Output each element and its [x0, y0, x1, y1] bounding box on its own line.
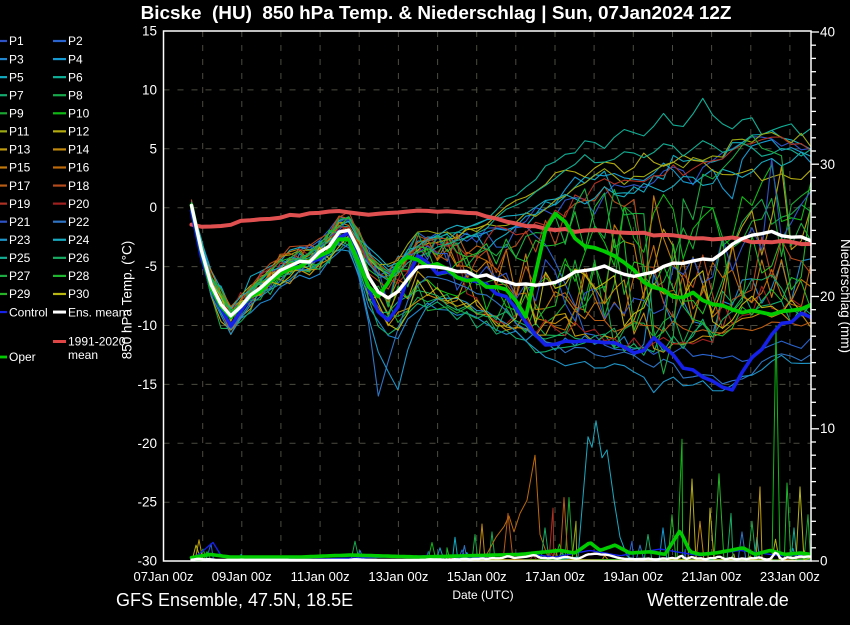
svg-text:P19: P19: [9, 197, 31, 211]
svg-text:15Jan 00z: 15Jan 00z: [447, 569, 507, 584]
svg-text:Oper: Oper: [9, 350, 36, 364]
svg-text:07Jan 00z: 07Jan 00z: [134, 569, 194, 584]
svg-text:0: 0: [149, 200, 157, 215]
svg-text:P4: P4: [68, 52, 83, 66]
svg-text:P27: P27: [9, 269, 31, 283]
svg-text:P26: P26: [68, 251, 90, 265]
svg-text:-20: -20: [137, 436, 157, 451]
svg-text:5: 5: [149, 141, 157, 156]
svg-text:40: 40: [820, 25, 835, 40]
svg-text:P1: P1: [9, 34, 24, 48]
svg-text:P15: P15: [9, 161, 31, 175]
svg-text:P25: P25: [9, 251, 31, 265]
svg-text:11Jan 00z: 11Jan 00z: [291, 569, 350, 584]
svg-text:P2: P2: [68, 34, 83, 48]
svg-text:P11: P11: [9, 125, 30, 139]
svg-text:17Jan 00z: 17Jan 00z: [525, 569, 585, 584]
svg-text:P5: P5: [9, 70, 24, 84]
svg-text:Niederschlag (mm): Niederschlag (mm): [838, 239, 850, 353]
svg-text:10: 10: [142, 82, 157, 97]
svg-text:-10: -10: [137, 318, 157, 333]
svg-text:P20: P20: [68, 197, 90, 211]
svg-text:Wetterzentrale.de: Wetterzentrale.de: [647, 590, 789, 610]
svg-text:20: 20: [820, 289, 835, 304]
svg-text:P12: P12: [68, 125, 90, 139]
svg-text:P23: P23: [9, 233, 31, 247]
svg-text:P30: P30: [68, 287, 90, 301]
svg-text:P6: P6: [68, 70, 83, 84]
svg-text:P24: P24: [68, 233, 90, 247]
svg-text:Control: Control: [9, 305, 48, 319]
svg-text:15: 15: [142, 24, 157, 39]
svg-text:-30: -30: [137, 554, 157, 569]
svg-text:21Jan 00z: 21Jan 00z: [682, 569, 742, 584]
svg-text:0: 0: [820, 554, 828, 569]
svg-text:P18: P18: [68, 179, 90, 193]
svg-text:P10: P10: [68, 106, 90, 120]
svg-text:P3: P3: [9, 52, 24, 66]
svg-text:P29: P29: [9, 287, 31, 301]
svg-text:P21: P21: [9, 215, 31, 229]
svg-text:30: 30: [820, 157, 835, 172]
svg-text:P17: P17: [9, 179, 31, 193]
svg-text:P13: P13: [9, 143, 31, 157]
svg-text:-5: -5: [145, 259, 157, 274]
svg-text:09Jan 00z: 09Jan 00z: [212, 569, 272, 584]
svg-text:P22: P22: [68, 215, 90, 229]
svg-text:P9: P9: [9, 106, 24, 120]
svg-text:1991-2020: 1991-2020: [68, 335, 126, 349]
svg-text:P7: P7: [9, 88, 24, 102]
svg-text:850 hPa Temp. (°C): 850 hPa Temp. (°C): [120, 241, 135, 359]
svg-text:19Jan 00z: 19Jan 00z: [603, 569, 663, 584]
svg-text:-25: -25: [137, 495, 157, 510]
svg-text:P8: P8: [68, 88, 83, 102]
svg-text:P28: P28: [68, 269, 90, 283]
svg-text:P16: P16: [68, 161, 90, 175]
svg-text:-15: -15: [137, 377, 157, 392]
svg-text:Date (UTC): Date (UTC): [452, 588, 513, 602]
svg-text:mean: mean: [68, 348, 98, 362]
svg-text:P14: P14: [68, 143, 90, 157]
svg-text:Ens. mean: Ens. mean: [68, 305, 125, 319]
svg-text:GFS Ensemble, 47.5N, 18.5E: GFS Ensemble, 47.5N, 18.5E: [116, 590, 353, 610]
svg-text:23Jan 00z: 23Jan 00z: [760, 569, 820, 584]
svg-text:13Jan 00z: 13Jan 00z: [368, 569, 428, 584]
svg-text:10: 10: [820, 421, 835, 436]
svg-text:Bicske (HU) 850 hPa Temp. &: Bicske (HU) 850 hPa Temp. & Niederschlag…: [141, 3, 732, 24]
